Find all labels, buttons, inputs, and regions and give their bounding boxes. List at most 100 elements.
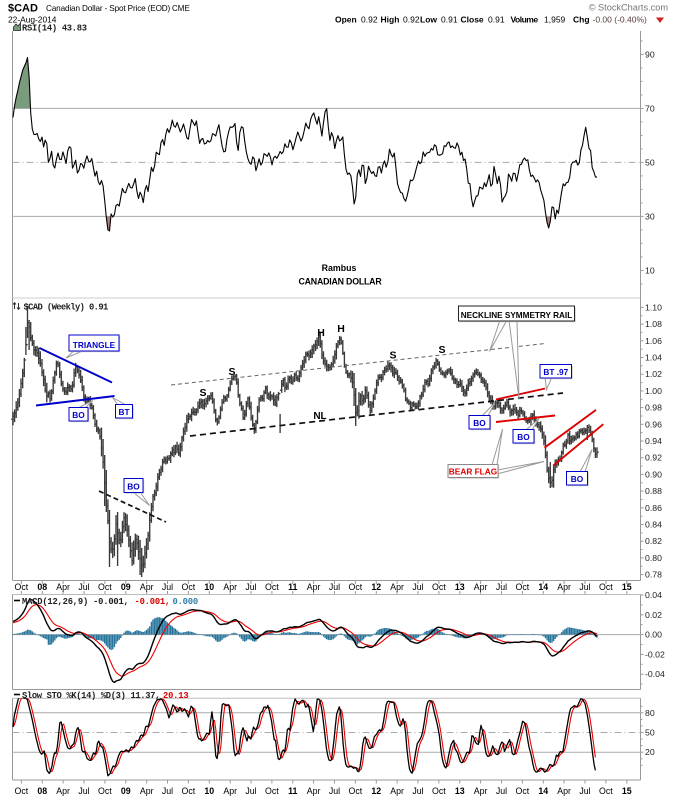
svg-text:50: 50	[645, 157, 655, 167]
svg-text:Oct: Oct	[349, 786, 363, 796]
svg-text:Jul: Jul	[162, 786, 173, 796]
svg-text:Low: Low	[420, 15, 437, 25]
svg-text:Jul: Jul	[579, 786, 590, 796]
svg-text:Apr: Apr	[474, 582, 488, 592]
svg-text:0.78: 0.78	[645, 570, 662, 580]
svg-text:15: 15	[622, 786, 632, 796]
svg-text:BO: BO	[127, 481, 140, 491]
svg-text:08: 08	[37, 582, 47, 592]
svg-text:70: 70	[645, 103, 655, 113]
svg-text:TRIANGLE: TRIANGLE	[73, 340, 116, 350]
svg-text:-0.04: -0.04	[645, 669, 665, 679]
svg-text:08: 08	[37, 786, 47, 796]
svg-text:Open: Open	[335, 15, 357, 25]
svg-text:Jul: Jul	[579, 582, 590, 592]
svg-text:Oct: Oct	[432, 786, 446, 796]
svg-text:Slow STO %K(14) %D(3) 11.37,: Slow STO %K(14) %D(3) 11.37,	[22, 691, 160, 701]
svg-text:1.04: 1.04	[645, 353, 662, 363]
svg-text:Jul: Jul	[329, 582, 340, 592]
svg-text:Jul: Jul	[78, 582, 89, 592]
svg-text:0.80: 0.80	[645, 553, 662, 563]
svg-text:CME: CME	[172, 4, 190, 13]
svg-text:H: H	[337, 323, 345, 335]
svg-text:14: 14	[538, 786, 548, 796]
svg-text:1.02: 1.02	[645, 369, 662, 379]
svg-text:14: 14	[538, 582, 548, 592]
svg-text:09: 09	[121, 786, 131, 796]
svg-text:NL: NL	[313, 411, 326, 422]
svg-text:Volume: Volume	[511, 15, 539, 25]
svg-text:Oct: Oct	[182, 786, 196, 796]
svg-text:NECKLINE SYMMETRY RAIL: NECKLINE SYMMETRY RAIL	[461, 311, 572, 320]
svg-text:80: 80	[645, 708, 655, 718]
svg-text:11: 11	[288, 786, 297, 796]
svg-text:15: 15	[622, 582, 632, 592]
svg-text:Oct: Oct	[516, 582, 530, 592]
svg-text:11: 11	[288, 582, 297, 592]
svg-text:0.00: 0.00	[645, 630, 662, 640]
svg-text:High: High	[381, 15, 400, 25]
svg-text:0.92: 0.92	[645, 453, 662, 463]
svg-text:RSI(14) 43.83: RSI(14) 43.83	[22, 24, 87, 34]
svg-text:-0.00 (-0.40%): -0.00 (-0.40%)	[593, 15, 647, 25]
svg-text:Oct: Oct	[98, 582, 112, 592]
svg-text:Oct: Oct	[349, 582, 363, 592]
svg-text:BT .97: BT .97	[543, 367, 568, 377]
svg-text:0.92: 0.92	[403, 15, 420, 25]
svg-text:12: 12	[371, 582, 381, 592]
svg-text:BO: BO	[473, 418, 486, 428]
svg-text:90: 90	[645, 49, 655, 59]
svg-text:0.90: 0.90	[645, 469, 662, 479]
svg-text:S: S	[228, 366, 235, 378]
svg-text:Oct: Oct	[599, 786, 613, 796]
svg-text:0.02: 0.02	[645, 610, 662, 620]
svg-text:12: 12	[371, 786, 381, 796]
svg-text:BEAR FLAG: BEAR FLAG	[449, 466, 497, 476]
svg-text:13: 13	[455, 582, 465, 592]
svg-text:BO: BO	[571, 474, 584, 484]
svg-text:Jul: Jul	[245, 582, 256, 592]
svg-text:50: 50	[645, 728, 655, 738]
svg-text:10: 10	[204, 786, 214, 796]
svg-text:-0.02: -0.02	[645, 649, 665, 659]
svg-text:S: S	[438, 344, 445, 356]
svg-text:0.88: 0.88	[645, 486, 662, 496]
svg-text:30: 30	[645, 211, 655, 221]
svg-text:0.91: 0.91	[441, 15, 458, 25]
svg-text:S: S	[389, 350, 396, 362]
svg-text:10: 10	[204, 582, 214, 592]
svg-text:09: 09	[121, 582, 131, 592]
svg-text:Oct: Oct	[15, 582, 29, 592]
svg-text:Apr: Apr	[307, 786, 321, 796]
svg-text:© StockCharts.com: © StockCharts.com	[589, 3, 669, 13]
svg-text:Jul: Jul	[412, 786, 423, 796]
svg-text:Oct: Oct	[516, 786, 530, 796]
svg-text:Oct: Oct	[265, 582, 279, 592]
svg-text:20.13: 20.13	[163, 691, 188, 701]
svg-text:Jul: Jul	[496, 786, 507, 796]
svg-text:13: 13	[455, 786, 465, 796]
svg-text:1,959: 1,959	[544, 15, 566, 25]
svg-text:Rambus: Rambus	[322, 263, 357, 273]
svg-text:Apr: Apr	[557, 582, 571, 592]
svg-text:Jul: Jul	[412, 582, 423, 592]
svg-text:0.84: 0.84	[645, 520, 662, 530]
svg-text:Jul: Jul	[496, 582, 507, 592]
svg-text:0.92: 0.92	[361, 15, 378, 25]
svg-text:Apr: Apr	[390, 786, 404, 796]
svg-text:Oct: Oct	[15, 786, 29, 796]
svg-text:0.82: 0.82	[645, 536, 662, 546]
svg-text:Apr: Apr	[56, 786, 70, 796]
svg-text:Apr: Apr	[307, 582, 321, 592]
svg-text:Apr: Apr	[474, 786, 488, 796]
svg-text:Oct: Oct	[432, 582, 446, 592]
svg-text:S: S	[199, 387, 206, 399]
svg-text:-0.001,: -0.001,	[135, 597, 171, 607]
svg-text:0.96: 0.96	[645, 419, 662, 429]
svg-text:Close: Close	[461, 15, 484, 25]
svg-text:Apr: Apr	[140, 786, 154, 796]
svg-text:0.98: 0.98	[645, 403, 662, 413]
svg-text:Oct: Oct	[599, 582, 613, 592]
svg-text:Jul: Jul	[245, 786, 256, 796]
svg-text:Oct: Oct	[265, 786, 279, 796]
